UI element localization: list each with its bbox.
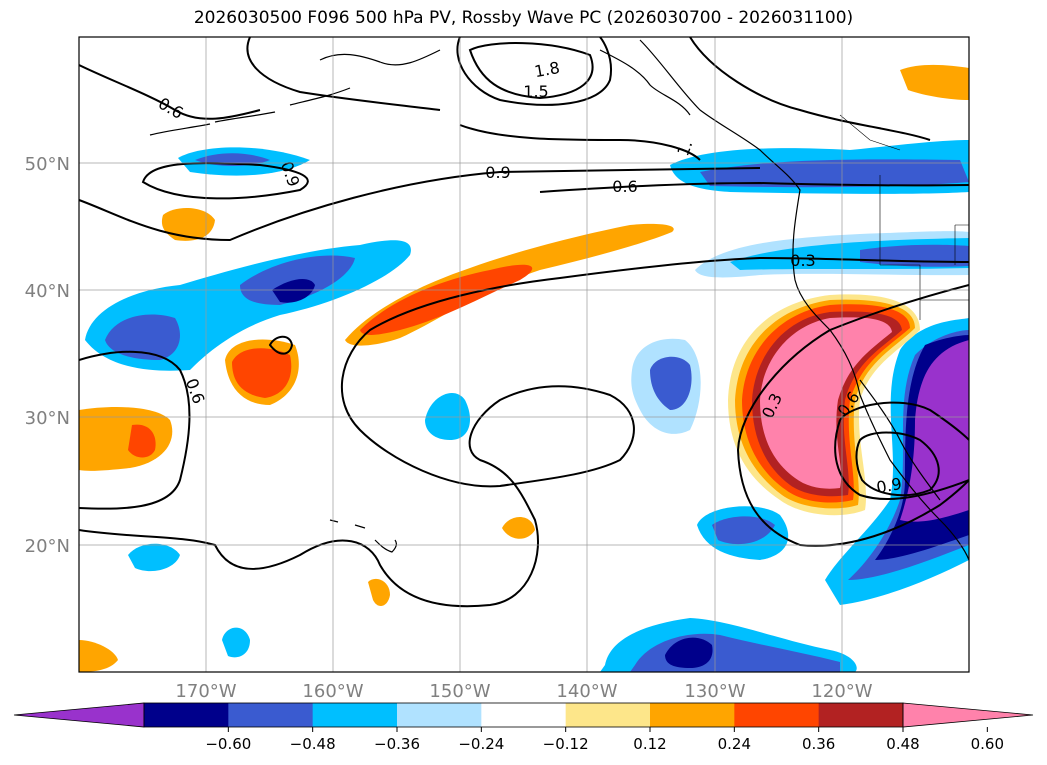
lon-label: 120°W [811,681,872,702]
lat-label: 20°N [25,536,70,557]
coastline-north-america [639,39,969,561]
contour-line-0.3-east [736,284,969,547]
graticule [79,37,969,672]
colorbar-segment [397,703,482,727]
contour-line-1.5 [456,37,613,106]
lat-label: 50°N [25,154,70,175]
colorbar-tick-label: 0.48 [886,735,919,753]
colorbar-segment [481,703,567,727]
lat-label: 40°N [25,281,70,302]
anomaly-positive-28n-core [128,424,156,458]
contour-line-0.6-inner [834,401,969,501]
lat-label: 30°N [25,408,70,429]
anomaly-negative-small-c [222,627,250,658]
lon-label: 140°W [556,681,617,702]
border-lines [839,114,969,320]
colorbar-tick-label: −0.12 [543,735,589,753]
coastlines [149,39,969,561]
contour-label: 1.5 [523,82,548,101]
contour-label: 0.9 [875,474,903,497]
contour-line-0.6-ring [268,335,294,355]
anomaly-negative-center-core [650,356,692,410]
map-area: 0.6 0.9 1.8 1.5 1. 0.9 0.6 0.3 0.6 0.3 0… [79,37,969,672]
coastline-hawaii [329,519,398,553]
anomaly-negative-se-purple [900,340,969,522]
colorbar-extend-min [13,702,145,728]
contour-line-0.9-inner [855,431,940,497]
anomaly-positive-small-e [79,640,118,672]
lat-axis-labels: 50°N 40°N 30°N 20°N [25,154,70,557]
anomaly-positive-35n-core [232,348,292,398]
contour-line-1.0 [459,124,701,161]
colorbar-tick-label: 0.60 [971,735,1004,753]
contour-line-0.9 [79,167,761,242]
contour-label: 0.3 [790,251,815,270]
contour-line-north-edge [246,37,441,111]
colorbar: −0.60 −0.48 −0.36 −0.24 −0.12 0.12 0.24 0.36 0.4… [13,702,1034,753]
colorbar-tick-label: 0.12 [633,735,666,753]
lon-label: 160°W [302,681,363,702]
coastline-aleutians [149,87,351,136]
colorbar-segment [144,703,229,727]
map-title: 2026030500 F096 500 hPa PV, Rossby Wave … [193,8,854,28]
colorbar-segment [312,703,398,727]
anomaly-negative-ne-band-core [700,159,969,188]
coastline-baja [859,379,941,501]
anomaly-negative-small-b [128,543,180,572]
anomaly-positive-ca-pink [760,317,892,489]
pv-contours [79,37,969,608]
lon-label: 170°W [175,681,236,702]
colorbar-segment [565,703,651,727]
contour-line-ne-edge [689,37,931,141]
map-frame [78,36,970,673]
anomaly-positive-small-a [161,208,215,241]
contour-line-0.9-loop [141,162,309,200]
colorbar-frame [143,702,904,728]
anomaly-negative-small-a [425,392,470,440]
anomaly-negative-42n-inner [860,244,969,267]
contour-label: 0.6 [612,177,637,196]
colorbar-tick-label: 0.24 [718,735,751,753]
contour-label: 0.9 [485,163,510,182]
anomaly-positive-small-b [900,64,969,100]
pv-anomaly-fills [79,64,969,672]
lon-label: 150°W [429,681,490,702]
anomaly-negative-sw-central-core [712,516,775,545]
anomaly-negative-west-inner [272,278,315,303]
colorbar-tick-label: −0.60 [205,735,251,753]
lon-axis-labels: 170°W 160°W 150°W 140°W 130°W 120°W [175,681,872,702]
state-borders [839,114,969,320]
anomaly-positive-small-c [502,516,535,539]
anomaly-negative-bottom-dark [665,637,713,668]
colorbar-segment [650,703,735,727]
contour-label: 1. [673,138,696,159]
contour-line-0.6-loop [79,350,191,510]
coastline-alaska [319,49,691,116]
colorbar-segment [818,703,904,727]
colorbar-extend-max [902,702,1034,728]
contour-line-1.8 [468,42,594,100]
colorbar-segment [228,703,314,727]
anomaly-positive-small-d [368,578,390,607]
colorbar-tick-label: 0.36 [802,735,835,753]
colorbar-tick-label: −0.36 [374,735,420,753]
colorbar-tick-label: −0.48 [290,735,336,753]
contour-line-0.6-east [539,181,969,193]
contour-label: 1.8 [533,58,561,81]
colorbar-tick-label: −0.24 [458,735,504,753]
colorbar-segment [734,703,820,727]
contour-line-0.6-north [79,64,261,120]
lon-label: 130°W [684,681,745,702]
